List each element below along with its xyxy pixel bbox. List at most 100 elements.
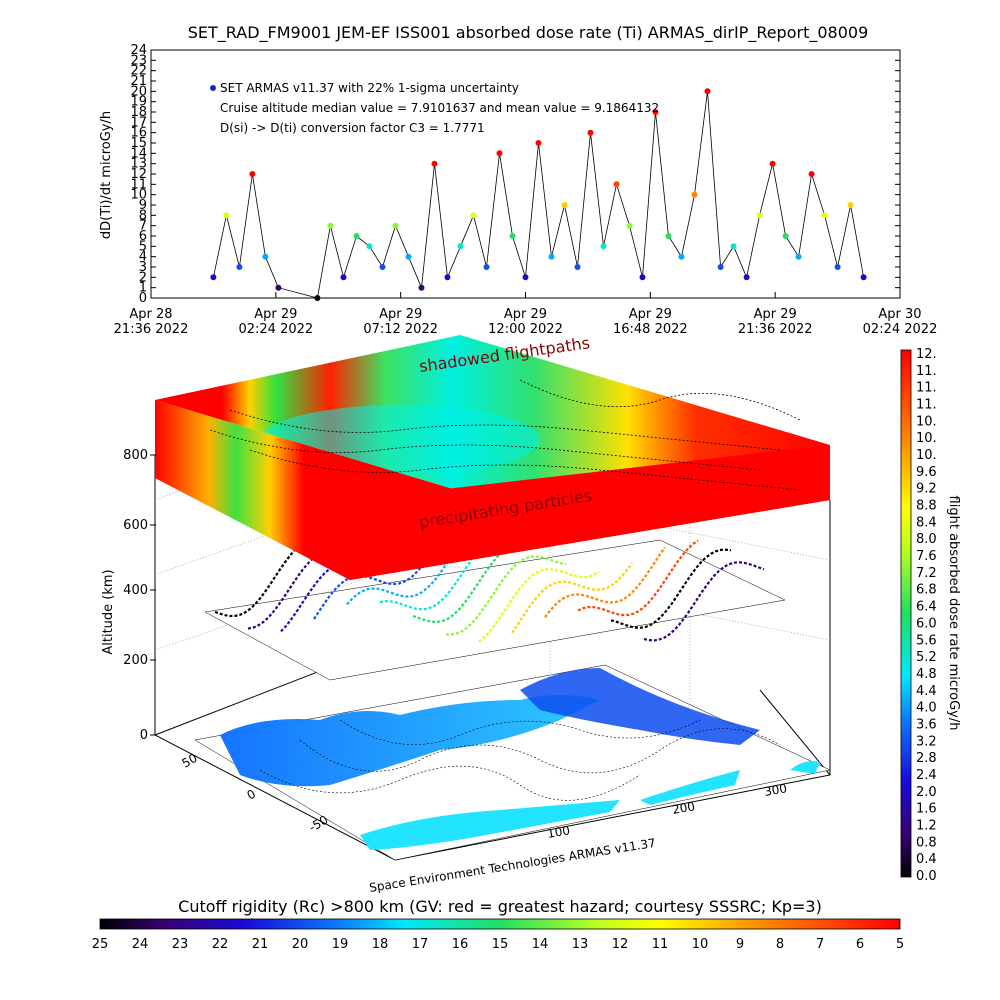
rigidity-colorbar-tick-label: 13: [572, 937, 589, 952]
rigidity-colorbar-tick-label: 5: [896, 937, 904, 952]
y-tick-label: 22: [130, 64, 147, 79]
dose-rate-point: [470, 212, 477, 219]
annotation-line-2: Cruise altitude median value = 7.9101637…: [220, 101, 659, 115]
altitude-tick-label: 400: [123, 583, 148, 598]
dose-colorbar-fill: [900, 349, 912, 878]
rigidity-colorbar-tick-label: 21: [252, 937, 269, 952]
dose-colorbar-tick-label: 11.: [916, 364, 937, 379]
dose-rate-point: [821, 212, 828, 219]
rigidity-colorbar: Cutoff rigidity (Rc) >800 km (GV: red = …: [92, 897, 904, 952]
dose-rate-point: [535, 140, 542, 146]
dose-colorbar-tick-label: 7.6: [916, 549, 937, 564]
dose-colorbar-tick-label: 1.6: [916, 802, 937, 817]
dose-colorbar-tick-label: 4.8: [916, 667, 937, 682]
dose-colorbar-tick-label: 5.6: [916, 633, 937, 648]
rigidity-colorbar-tick-label: 10: [692, 937, 709, 952]
dose-rate-point: [249, 171, 256, 177]
dose-rate-point: [431, 160, 438, 167]
dose-rate-point: [587, 129, 594, 136]
dose-rate-point: [600, 243, 607, 250]
dose-rate-point: [236, 264, 243, 270]
dose-colorbar-tick-label: 10.: [916, 448, 937, 463]
latitude-tick-label: 0: [245, 787, 259, 803]
dose-colorbar-tick-label: 8.0: [916, 532, 937, 547]
orbit-3d-view: shadowed flightpaths precipitating parti…: [101, 333, 831, 895]
y-tick-label: 0: [139, 291, 147, 306]
y-tick-label: 15: [130, 136, 147, 151]
orbit-track: [478, 567, 600, 643]
x-tick-label-time: 21:36 2022: [114, 322, 189, 337]
altitude-tick-label: 800: [123, 448, 148, 463]
dose-colorbar-tick-label: 0.4: [916, 852, 937, 867]
dose-rate-point: [327, 222, 334, 229]
dose-rate-point: [743, 274, 750, 281]
y-tick-label: 3: [139, 260, 147, 275]
dose-colorbar-tick-label: 1.2: [916, 818, 937, 833]
dose-rate-point: [639, 274, 646, 281]
dose-rate-point: [262, 253, 269, 260]
dose-colorbar-tick-label: 0.8: [916, 835, 937, 850]
latitude-tick-label: 50: [180, 751, 200, 771]
rigidity-colorbar-tick-label: 11: [652, 937, 669, 952]
dose-colorbar-tick-label: 5.2: [916, 650, 937, 665]
dose-rate-point: [717, 264, 724, 270]
continent-east-small: [790, 761, 820, 774]
dose-rate-point: [418, 284, 425, 291]
altitude-tick-label: 200: [123, 653, 148, 668]
dose-colorbar-tick-label: 2.4: [916, 768, 937, 783]
dose-colorbar-tick-label: 8.8: [916, 499, 937, 514]
x-tick-label-date: Apr 28: [129, 307, 172, 322]
chart-title: SET_RAD_FM9001 JEM-EF ISS001 absorbed do…: [188, 23, 869, 43]
rigidity-colorbar-tick-label: 8: [776, 937, 784, 952]
y-tick-label: 11: [130, 177, 147, 192]
dose-colorbar-tick-label: 9.2: [916, 482, 937, 497]
rigidity-colorbar-tick-label: 6: [856, 937, 864, 952]
y-tick-label: 12: [130, 167, 147, 182]
continent-southeast: [640, 770, 740, 805]
y-tick-label: 21: [130, 74, 147, 89]
y-tick-label: 20: [130, 84, 147, 99]
x-tick-label-date: Apr 29: [254, 307, 297, 322]
shadowed-slab: shadowed flightpaths precipitating parti…: [155, 333, 830, 580]
dose-rate-point: [730, 243, 737, 250]
dose-rate-point: [353, 233, 360, 239]
y-tick-label: 4: [139, 250, 147, 265]
dose-colorbar-tick-label: 7.2: [916, 566, 937, 581]
y-tick-label: 7: [139, 219, 147, 234]
x-tick-label-time: 07:12 2022: [363, 322, 438, 337]
dose-rate-point: [561, 202, 568, 208]
x-tick-label-time: 02:24 2022: [863, 322, 938, 337]
dose-colorbar-tick-label: 6.8: [916, 583, 937, 598]
dose-colorbar-tick-label: 9.6: [916, 465, 937, 480]
orbit-track: [577, 539, 699, 617]
dose-colorbar-tick-label: 2.0: [916, 785, 937, 800]
ground-map: [194, 664, 831, 861]
y-tick-label: 2: [139, 270, 147, 285]
dose-rate-point: [769, 160, 776, 167]
orbit-track: [313, 548, 435, 620]
dose-colorbar-tick-label: 10.: [916, 431, 937, 446]
dose-colorbar-tick-label: 12.: [916, 347, 937, 362]
dose-rate-timeseries: 0123456789101112131415161718192021222324…: [99, 43, 937, 337]
longitude-tick-label: 300: [763, 781, 788, 799]
rigidity-colorbar-tick-label: 7: [816, 937, 824, 952]
dose-rate-point: [457, 243, 464, 250]
rigidity-colorbar-tick-label: 15: [492, 937, 509, 952]
longitude-tick-label: 100: [546, 823, 571, 841]
dose-rate-point: [392, 222, 399, 229]
y-tick-label: 6: [139, 229, 147, 244]
dose-rate-point: [405, 253, 412, 260]
x-tick-label-time: 21:36 2022: [738, 322, 813, 337]
dose-rate-point: [522, 274, 529, 281]
y-tick-label: 24: [130, 43, 147, 58]
dose-rate-point: [444, 274, 451, 281]
dose-colorbar-tick-label: 6.0: [916, 616, 937, 631]
dose-colorbar-tick-label: 11.: [916, 398, 937, 413]
dose-rate-point: [340, 274, 347, 281]
dose-colorbar-tick-label: 2.8: [916, 751, 937, 766]
x-tick-label-date: Apr 29: [379, 307, 422, 322]
rigidity-colorbar-tick-label: 24: [132, 937, 149, 952]
x-tick-label-time: 12:00 2022: [488, 322, 563, 337]
dose-rate-point: [379, 264, 386, 270]
